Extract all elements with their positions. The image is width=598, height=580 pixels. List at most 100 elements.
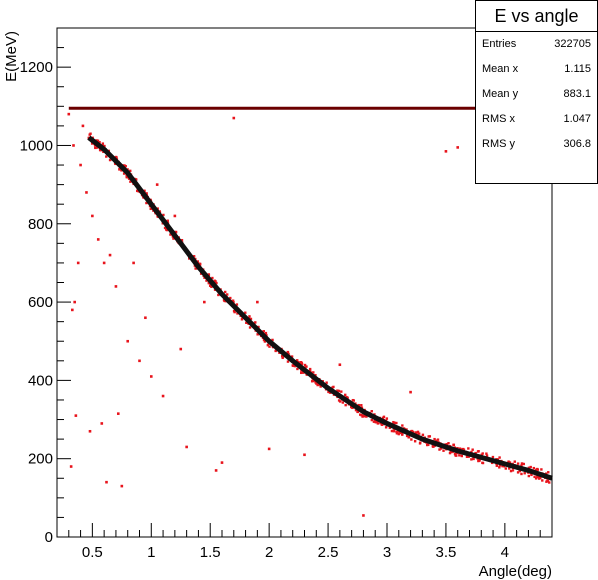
band-point [467,447,470,450]
band-point [196,260,199,263]
band-point [290,355,294,358]
band-point [448,451,452,455]
band-point [325,381,328,384]
band-point [436,438,440,441]
band-point [262,338,266,342]
x-tick-label: 3 [383,544,391,561]
scatter-point [444,150,448,153]
scatter-point [149,375,153,378]
band-point [205,279,208,282]
band-point [414,431,417,434]
band-point [268,345,271,348]
stats-row: RMS x 1.047 [476,107,597,132]
band-point [203,276,206,279]
scatter-point [114,285,118,288]
stats-value: 1.047 [563,113,591,125]
band-point [370,418,374,422]
y-tick-label: 800 [28,216,53,233]
y-tick-label: 1200 [20,59,53,76]
band-point [438,448,441,451]
band-point [384,426,388,429]
x-axis-label: Angle(deg) [479,563,552,580]
band-point [508,467,511,470]
scatter-point [102,261,106,265]
band-point [94,146,97,149]
stats-value: 883.1 [563,88,591,100]
band-point [245,321,248,324]
band-point [249,317,253,321]
scatter-point [67,112,71,116]
scatter-point [74,414,78,417]
band-point [319,385,322,388]
stats-value: 306.8 [563,138,591,150]
band-point [532,466,536,470]
band-point [354,408,358,412]
band-point [522,462,526,466]
scatter-point [456,146,460,149]
band-point [439,447,443,450]
band-point [194,267,197,270]
stats-label: RMS y [482,138,515,150]
scatter-point [100,422,104,425]
band-point [425,443,429,447]
scatter-point [338,363,342,367]
band-point [192,255,196,258]
stats-label: RMS x [482,113,515,125]
band-point [231,299,235,302]
band-point [428,435,432,438]
scatter-point [303,453,306,457]
scatter-point [138,359,141,363]
band-point [392,420,395,424]
band-point [511,469,515,472]
band-point [417,432,421,435]
band-point [208,284,212,287]
x-tick-label: 2 [265,544,273,561]
band-point [264,331,268,335]
band-point [407,436,410,439]
band-point [491,455,495,459]
band-curve [87,135,553,481]
band-point [527,466,531,469]
band-point [382,415,386,419]
stats-rows: Entries 322705 Mean x 1.115 Mean y 883.1 RMS x… [476,32,597,157]
band-point [452,443,456,447]
band-point [103,144,106,148]
band-point [462,448,465,452]
band-point [248,326,252,329]
stats-box: E vs angle Entries 322705 Mean x 1.115 Mean … [475,0,598,184]
band-point [536,468,540,471]
band-point [316,383,319,387]
band-point [458,454,461,457]
band-point [163,226,167,230]
x-tick-label: 4 [501,544,509,561]
band-point [271,338,274,342]
band-point [547,471,550,474]
band-point [393,421,396,424]
scatter-point [409,390,412,394]
band-point [96,146,99,149]
band-point [397,432,400,436]
band-point [296,359,299,362]
band-point [453,452,457,456]
band-point [303,363,307,367]
band-point [235,303,239,306]
stats-row: Mean x 1.115 [476,57,597,82]
band-point [433,437,436,441]
band-point [379,421,382,425]
band-point [96,139,100,142]
band-point [244,311,247,314]
band-point [248,315,251,318]
band-point [180,238,184,242]
band-point [222,298,226,302]
band-point [135,178,138,181]
band-point [481,452,484,455]
band-point [225,293,229,296]
band-point [536,476,539,479]
band-point [498,464,502,467]
band-point [541,479,544,482]
band-point [374,420,377,423]
scatter-point [73,300,76,304]
stats-label: Entries [482,38,517,50]
band-point [357,403,360,407]
